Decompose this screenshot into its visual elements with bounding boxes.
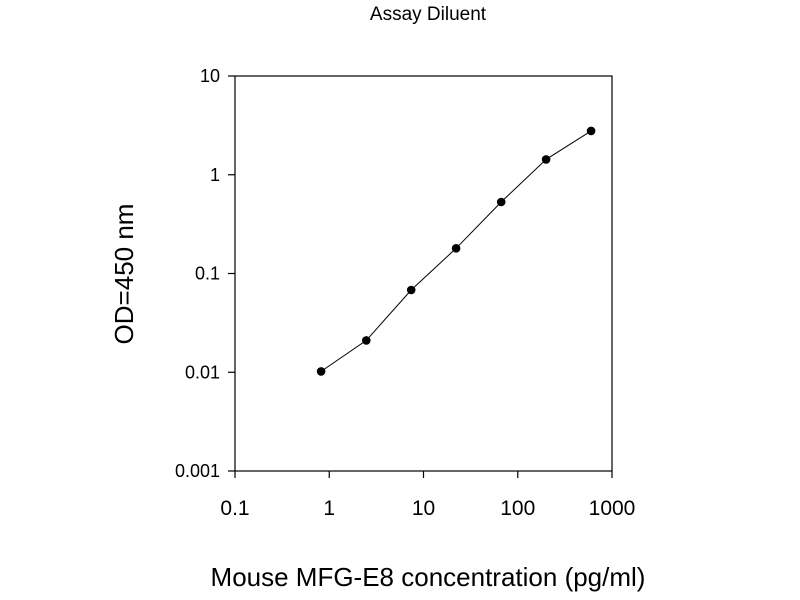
data-point	[362, 336, 371, 345]
data-series	[316, 126, 596, 376]
chart-title: Assay Diluent	[370, 4, 487, 25]
data-point	[451, 244, 461, 253]
x-tick-label: 0.1	[220, 497, 249, 520]
axes: 0.001 0.01 0.1 1 10 0.1 1 10 100 1000	[175, 66, 635, 520]
data-point	[541, 155, 551, 164]
y-tick-label: 1	[210, 165, 220, 185]
y-tick-label: 0.1	[195, 264, 220, 284]
data-point	[406, 285, 416, 295]
data-point	[316, 367, 326, 376]
data-point	[496, 197, 506, 207]
x-tick-label: 100	[500, 497, 535, 520]
y-tick-label: 0.001	[175, 461, 220, 481]
data-point	[586, 126, 596, 136]
y-tick-label: 10	[200, 66, 220, 86]
plot-frame	[234, 75, 613, 472]
y-tick-label: 0.01	[185, 362, 220, 382]
x-tick-label: 1000	[589, 497, 636, 520]
y-axis-label: OD=450 nm	[109, 204, 139, 345]
x-tick-label: 1	[323, 497, 335, 520]
x-axis-label: Mouse MFG-E8 concentration (pg/ml)	[211, 562, 646, 592]
x-tick-label: 10	[412, 497, 435, 520]
